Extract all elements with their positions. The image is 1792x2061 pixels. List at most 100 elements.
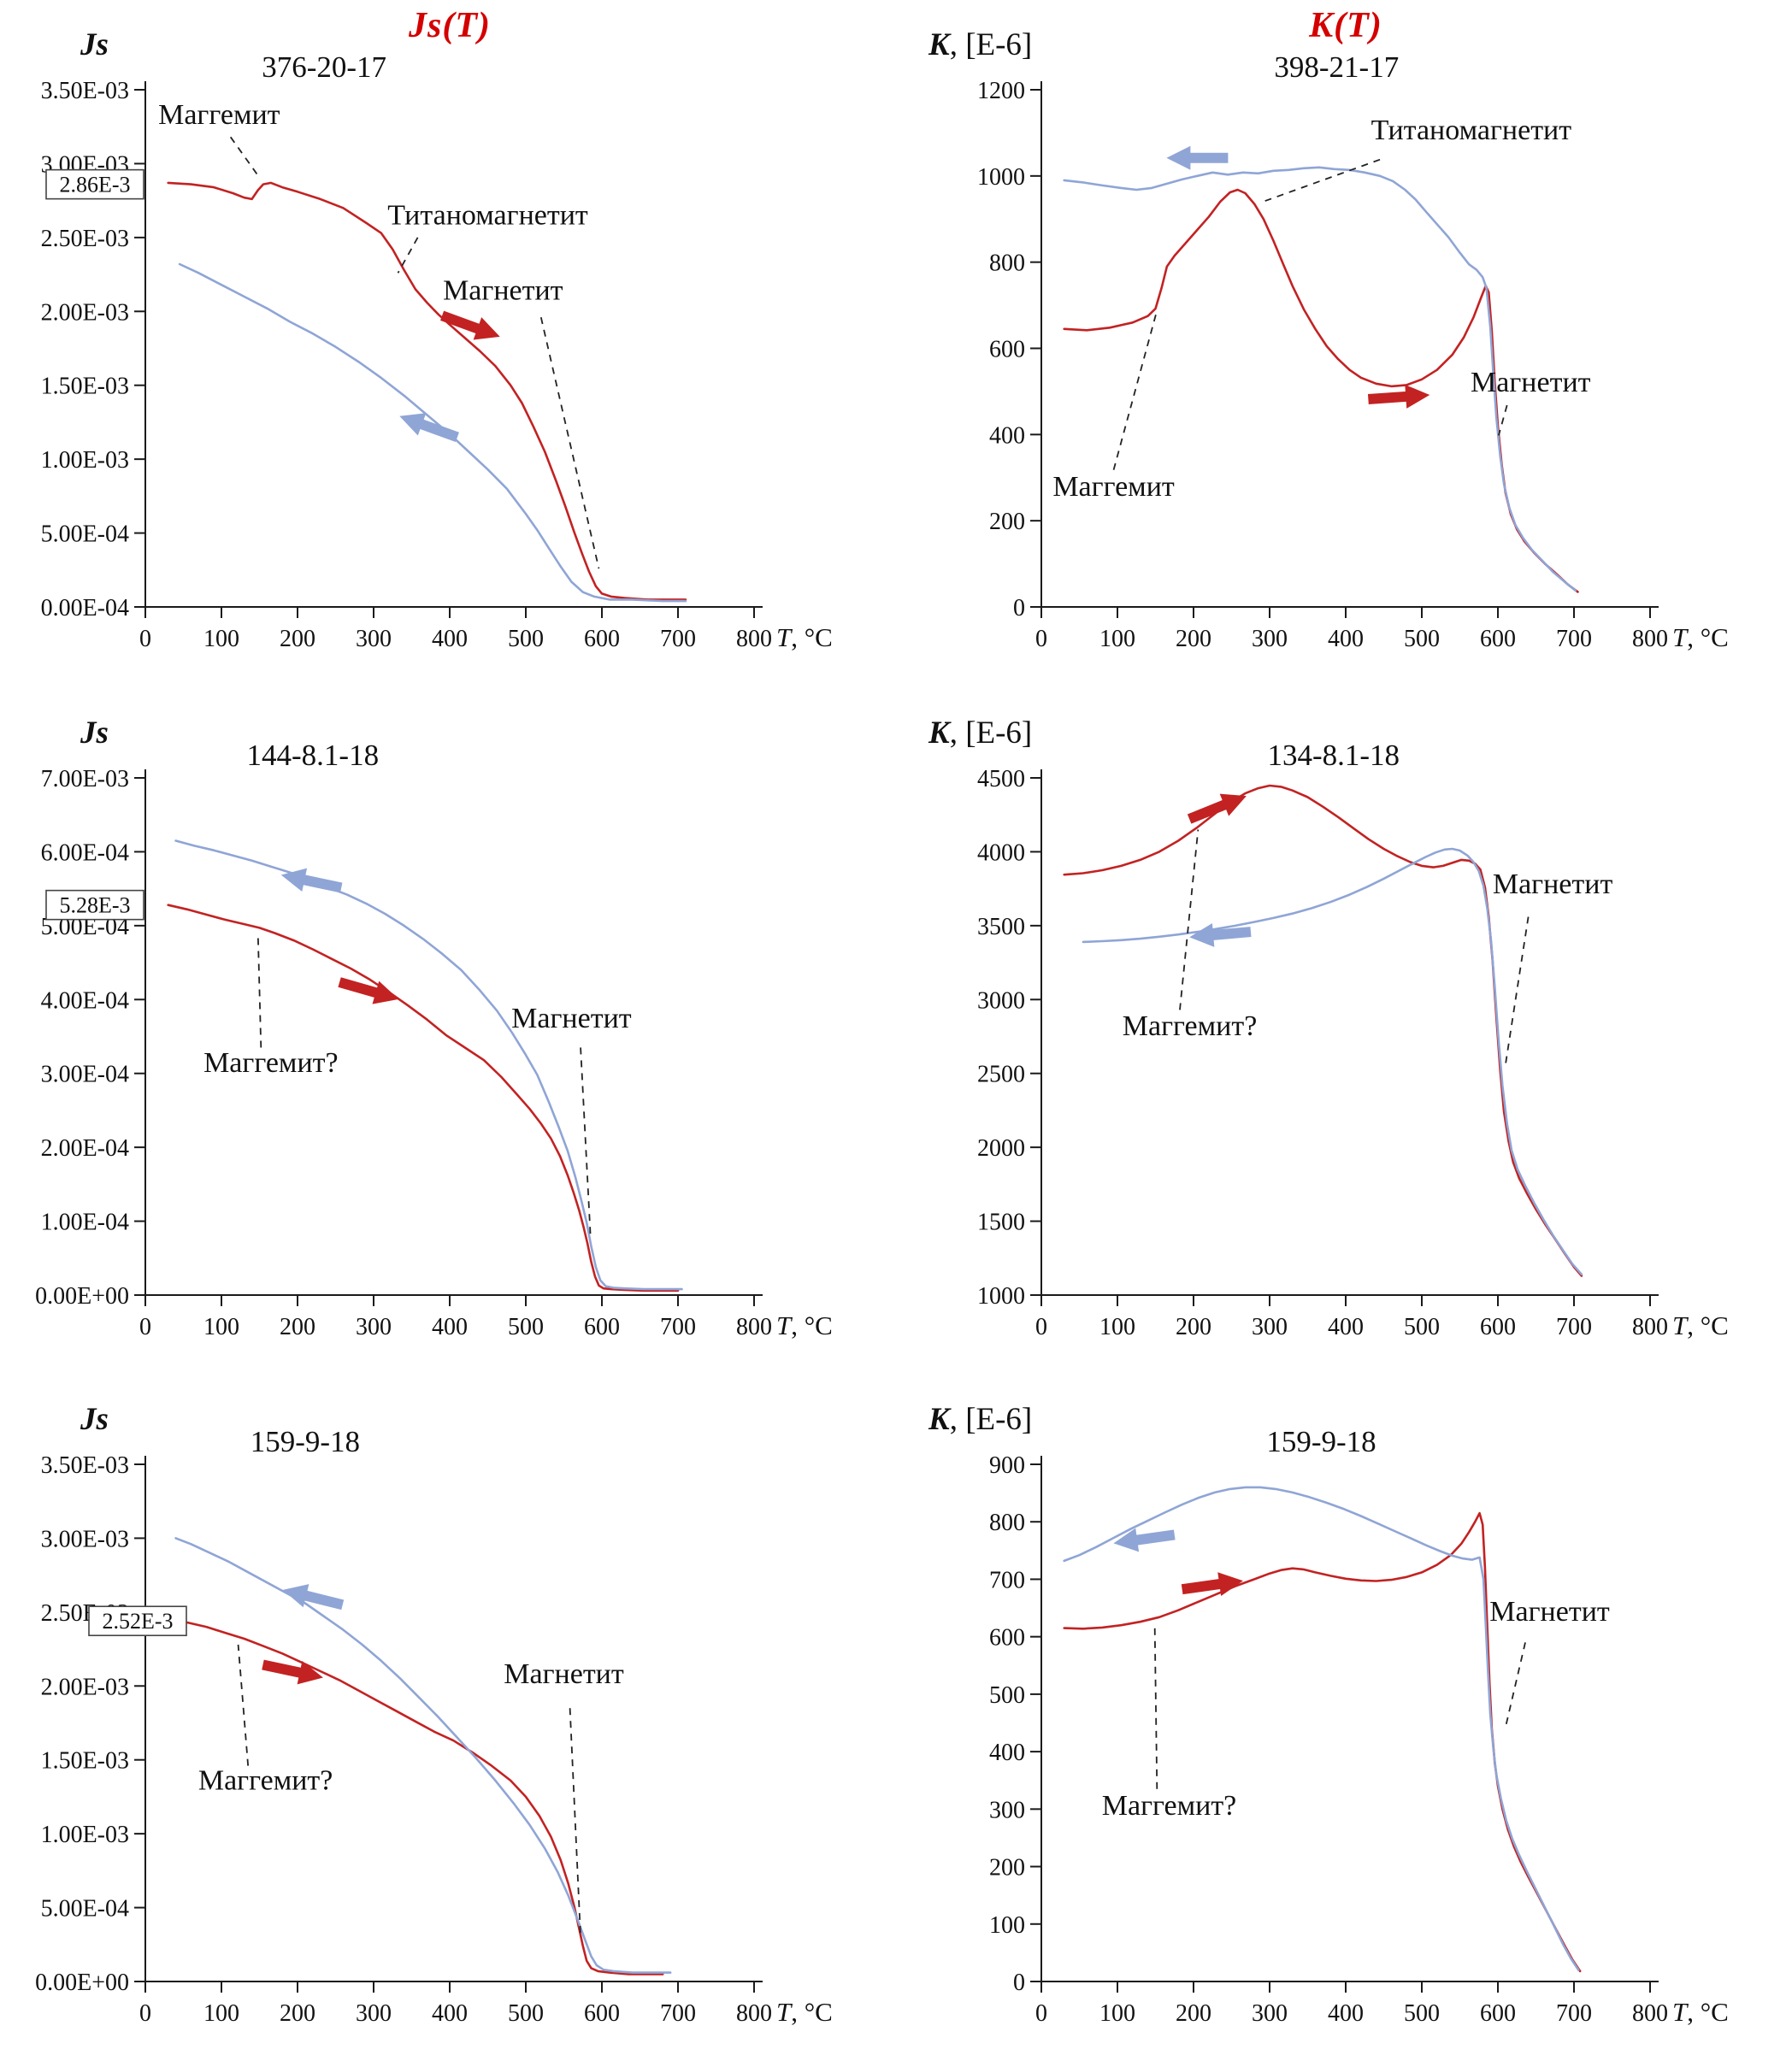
axes xyxy=(144,1456,763,1982)
cooling-direction-arrow xyxy=(1113,1528,1176,1552)
annotation-label: Маггемит? xyxy=(203,1047,339,1079)
annotation-label: Магнетит xyxy=(511,1003,632,1034)
cooling-curve xyxy=(174,839,683,1291)
annotation-leader xyxy=(397,237,419,274)
chart-cell-js-376-20-17: 0.00E-04 5.00E-04 1.00E-03 1.50E-03 2.00E-03… xyxy=(0,9,896,692)
y-tick-label: 7.00E-03 xyxy=(41,766,129,792)
annotation-leader xyxy=(1153,1622,1158,1789)
y-tick-label: 500 xyxy=(989,1682,1025,1709)
y-tick-label: 300 xyxy=(989,1797,1025,1823)
chart-canvas-js-144-8-1-18: 0.00E+00 1.00E-04 2.00E-04 3.00E-04 4.00E-04… xyxy=(35,715,833,1340)
axes xyxy=(144,769,763,1296)
x-tick-label: 100 xyxy=(203,1314,239,1340)
y-tick-label: 1.00E-03 xyxy=(41,447,129,474)
chart-title: 134-8.1-18 xyxy=(1267,739,1400,772)
x-tick-label: 400 xyxy=(432,1314,468,1340)
chart-canvas-k-159-9-18: 0 100 200 300 400 500 600 700 800 900 0 100 200 300 40… xyxy=(928,1402,1729,2027)
chart-title: 144-8.1-18 xyxy=(247,739,380,772)
y-tick-label: 2000 xyxy=(977,1135,1025,1162)
x-tick-label: 200 xyxy=(1176,2000,1211,2027)
y-axis-label: Js xyxy=(80,27,109,62)
heating-direction-arrow xyxy=(338,977,399,1004)
y-tick-label: 1.50E-03 xyxy=(41,1748,129,1775)
x-axis-label: T, °C xyxy=(776,1310,833,1340)
heating-curve xyxy=(167,1615,664,1976)
y-axis-label: Js xyxy=(80,715,109,751)
y-axis-label: Js xyxy=(80,1402,109,1437)
chart-canvas-k-134-8-1-18: 1000 1500 2000 2500 3000 3500 4000 4500 0 100 200 3… xyxy=(928,715,1729,1340)
chart-title: 376-20-17 xyxy=(262,50,386,84)
x-tick-label: 300 xyxy=(1252,2000,1288,2027)
y-tick-label: 600 xyxy=(989,1625,1025,1652)
x-tick-label: 400 xyxy=(1328,2000,1364,2027)
x-tick-label: 800 xyxy=(1632,626,1668,652)
y-tick-label: 1.00E-03 xyxy=(41,1822,129,1848)
heating-direction-arrow xyxy=(440,310,500,340)
annotation-label: Маггемит? xyxy=(198,1764,333,1796)
x-tick-label: 500 xyxy=(1404,1314,1440,1340)
y-tick-label: 0 xyxy=(1013,1970,1025,1996)
heating-curve xyxy=(1063,1511,1582,1973)
x-tick-label: 200 xyxy=(280,626,315,652)
x-axis-label: T, °C xyxy=(776,1997,833,2027)
cooling-direction-arrow xyxy=(282,1584,345,1611)
annotation-leader xyxy=(1112,309,1158,470)
chart-cell-js-159-9-18: 0.00E+00 5.00E-04 1.00E-03 1.50E-03 2.00E-03… xyxy=(0,1383,896,2061)
y-tick-label: 3.50E-03 xyxy=(41,1452,129,1479)
y-tick-label: 6.00E-04 xyxy=(41,839,129,866)
chart-canvas-js-376-20-17: 0.00E-04 5.00E-04 1.00E-03 1.50E-03 2.00E-03… xyxy=(41,27,833,652)
annotation-leader xyxy=(1264,158,1381,202)
x-tick-label: 200 xyxy=(280,2000,315,2027)
annotation-label: Маггемит xyxy=(158,99,280,131)
y-tick-label: 4000 xyxy=(977,839,1025,866)
x-tick-label: 200 xyxy=(1176,626,1211,652)
annotation-label: Магнетит xyxy=(1471,367,1591,398)
value-callout-label: 2.86E-3 xyxy=(59,173,130,197)
annotation-label: Маггемит? xyxy=(1102,1790,1237,1822)
heating-direction-arrow xyxy=(262,1659,323,1685)
x-tick-label: 600 xyxy=(1480,2000,1516,2027)
chart-cell-js-144-8-1-18: 0.00E+00 1.00E-04 2.00E-04 3.00E-04 4.00E-04… xyxy=(0,697,896,1381)
x-tick-label: 100 xyxy=(1099,1314,1135,1340)
value-callout-box xyxy=(45,889,144,921)
y-tick-label: 800 xyxy=(989,250,1025,277)
annotation-label: Титаномагнетит xyxy=(1371,115,1572,146)
x-tick-label: 300 xyxy=(356,1314,392,1340)
axes xyxy=(1040,81,1659,608)
x-tick-label: 700 xyxy=(660,1314,696,1340)
annotation-leader xyxy=(1498,404,1508,436)
cooling-direction-arrow xyxy=(1166,145,1229,170)
x-tick-label: 600 xyxy=(1480,626,1516,652)
y-tick-label: 1000 xyxy=(977,164,1025,191)
y-tick-label: 600 xyxy=(989,337,1025,363)
y-tick-label: 1.50E-03 xyxy=(41,374,129,400)
x-tick-label: 200 xyxy=(1176,1314,1211,1340)
x-tick-label: 800 xyxy=(1632,2000,1668,2027)
y-axis-label: K, [E-6] xyxy=(928,27,1032,62)
y-tick-label: 200 xyxy=(989,509,1025,535)
y-tick-label: 2500 xyxy=(977,1062,1025,1088)
x-tick-label: 100 xyxy=(1099,626,1135,652)
cooling-direction-arrow xyxy=(280,868,343,893)
x-tick-label: 300 xyxy=(1252,1314,1288,1340)
value-callout-label: 2.52E-3 xyxy=(102,1609,173,1634)
x-tick-label: 600 xyxy=(584,1314,620,1340)
y-tick-label: 3000 xyxy=(977,987,1025,1014)
y-tick-label: 3.50E-03 xyxy=(41,78,129,104)
annotation-leader xyxy=(256,933,262,1048)
y-tick-label: 4500 xyxy=(977,766,1025,792)
y-axis-label: K, [E-6] xyxy=(928,1402,1032,1437)
heating-curve xyxy=(1063,784,1583,1277)
x-tick-label: 400 xyxy=(432,626,468,652)
cooling-curve xyxy=(1063,166,1577,592)
x-tick-label: 700 xyxy=(1556,1314,1592,1340)
y-tick-label: 0.00E+00 xyxy=(35,1970,129,1996)
y-tick-label: 2.00E-03 xyxy=(41,1674,129,1700)
x-tick-label: 500 xyxy=(508,2000,544,2027)
annotation-label: Титаномагнетит xyxy=(387,199,588,231)
y-tick-label: 400 xyxy=(989,1740,1025,1766)
y-tick-label: 700 xyxy=(989,1567,1025,1593)
x-tick-label: 500 xyxy=(1404,2000,1440,2027)
annotation-leader xyxy=(539,316,600,569)
